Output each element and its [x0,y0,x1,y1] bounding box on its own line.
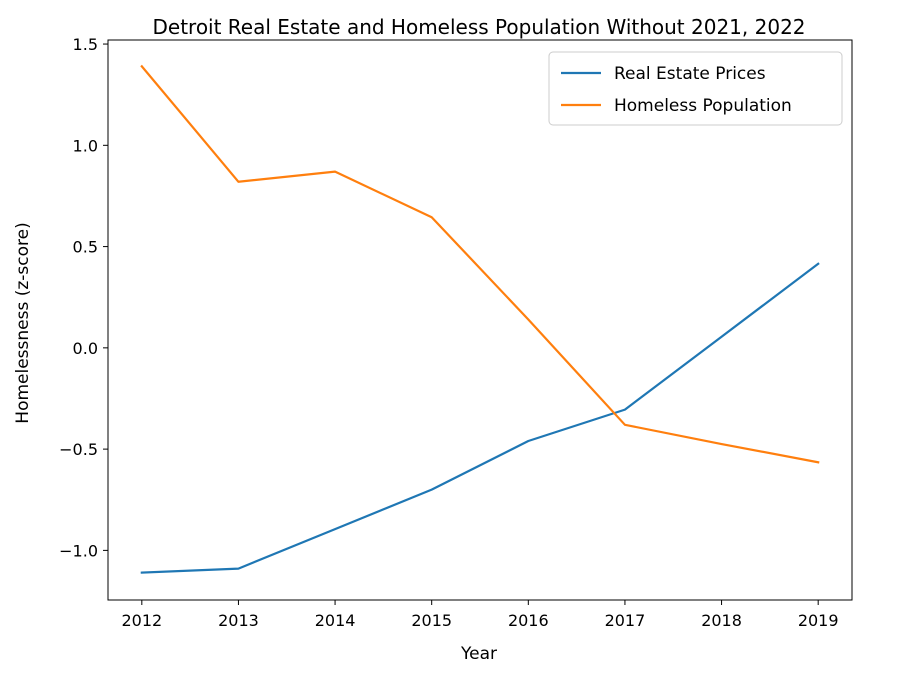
y-tick-label: −0.5 [59,440,98,459]
x-tick-label: 2015 [411,611,452,630]
x-tick-label: 2012 [121,611,162,630]
y-tick-label: 1.0 [73,136,98,155]
legend-entry: Real Estate Prices [614,64,766,84]
x-tick-label: 2017 [605,611,646,630]
y-axis-label: Homelessness (z-score) [13,222,33,423]
x-tick-label: 2016 [508,611,549,630]
x-tick-label: 2018 [701,611,742,630]
plot-area: 2012 2013 2014 2015 2016 2017 2018 2019 −1.0 −0.5… [59,35,853,630]
x-tick-label: 2019 [798,611,839,630]
x-axis-label: Year [460,644,497,664]
y-tick-label: 1.5 [73,35,98,54]
plot-frame [107,39,853,601]
y-tick-label: −1.0 [59,541,98,560]
series-line-real-estate-prices [140,262,820,574]
x-tick-label: 2014 [315,611,356,630]
y-tick-label: 0.0 [73,339,98,358]
chart-title: Detroit Real Estate and Homeless Populat… [152,15,805,39]
legend-entry: Homeless Population [614,96,792,116]
y-tick-label: 0.5 [73,238,98,257]
x-tick-label: 2013 [218,611,259,630]
legend-box [548,51,843,126]
series-line-homeless-population [140,64,820,464]
